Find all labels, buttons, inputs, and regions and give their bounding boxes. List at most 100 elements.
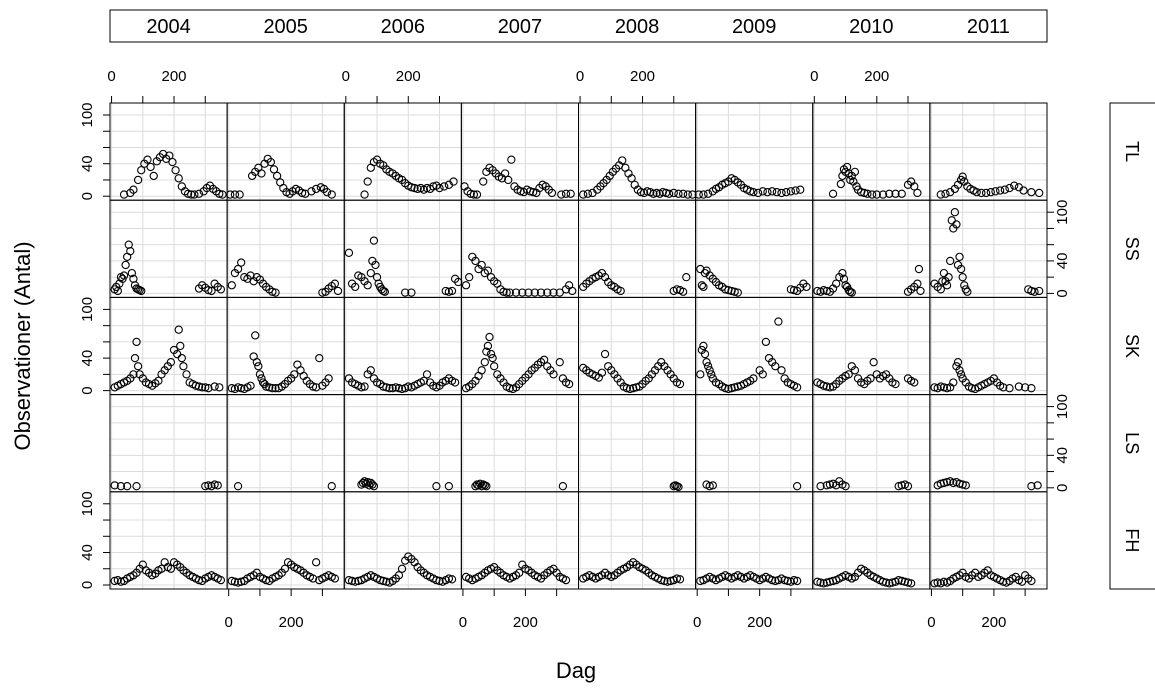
year-label: 2005 bbox=[263, 16, 308, 38]
x-tick-label: 200 bbox=[981, 614, 1006, 631]
data-point bbox=[479, 177, 488, 186]
data-point bbox=[942, 384, 952, 393]
data-point bbox=[360, 190, 369, 199]
data-point bbox=[237, 258, 246, 267]
data-point bbox=[597, 368, 607, 377]
data-point bbox=[474, 481, 483, 490]
data-point bbox=[953, 358, 963, 367]
panel-bg bbox=[812, 394, 930, 492]
panel-bg bbox=[344, 200, 462, 298]
data-point bbox=[1020, 383, 1030, 392]
data-point bbox=[657, 575, 666, 585]
data-point bbox=[910, 378, 919, 387]
panel-bg bbox=[110, 394, 228, 492]
plot-backgrounds bbox=[110, 103, 1047, 589]
data-point bbox=[947, 216, 956, 225]
panel-bg bbox=[695, 103, 813, 201]
data-point bbox=[958, 273, 967, 282]
data-point bbox=[477, 260, 486, 270]
data-point bbox=[782, 187, 791, 197]
data-point bbox=[936, 190, 945, 199]
data-point bbox=[204, 384, 213, 393]
data-point bbox=[121, 260, 130, 270]
data-point bbox=[351, 577, 360, 586]
data-point bbox=[825, 577, 835, 586]
data-point bbox=[949, 378, 958, 387]
group-label: LS bbox=[1122, 432, 1142, 454]
data-point bbox=[485, 332, 494, 342]
data-point bbox=[942, 477, 952, 487]
data-point bbox=[822, 382, 831, 391]
data-point bbox=[297, 188, 307, 198]
data-point bbox=[290, 370, 299, 379]
data-point bbox=[447, 575, 457, 584]
x-tick-label: 0 bbox=[810, 68, 818, 85]
data-point bbox=[699, 341, 708, 351]
data-point bbox=[123, 482, 132, 491]
x-tick-label: 0 bbox=[225, 614, 233, 631]
data-point bbox=[469, 190, 479, 199]
data-point bbox=[789, 575, 799, 585]
data-point bbox=[674, 189, 683, 198]
data-point bbox=[697, 281, 707, 290]
panel-bg bbox=[461, 103, 579, 201]
data-point bbox=[269, 165, 279, 174]
data-point bbox=[702, 358, 711, 367]
data-point bbox=[265, 383, 274, 392]
data-point bbox=[450, 378, 460, 387]
data-point bbox=[379, 382, 388, 391]
data-point bbox=[891, 379, 900, 389]
data-point bbox=[529, 187, 538, 197]
x-tick-label: 200 bbox=[630, 68, 655, 85]
group-label: TL bbox=[1122, 141, 1142, 162]
data-point bbox=[649, 189, 658, 198]
data-point bbox=[816, 482, 825, 491]
panel-frames bbox=[109, 102, 1048, 590]
data-point bbox=[936, 285, 945, 294]
data-point bbox=[1014, 382, 1024, 391]
data-point bbox=[368, 480, 377, 489]
data-point bbox=[322, 187, 332, 197]
panel-bg bbox=[929, 200, 1047, 298]
data-point bbox=[177, 353, 186, 363]
data-point bbox=[910, 182, 919, 191]
data-point bbox=[939, 383, 949, 392]
data-point bbox=[1000, 185, 1009, 194]
data-point bbox=[422, 183, 432, 193]
y-tick-label: 40 bbox=[79, 544, 96, 561]
data-point bbox=[956, 370, 966, 379]
data-point bbox=[360, 382, 369, 391]
data-point bbox=[705, 366, 714, 375]
data-point bbox=[658, 187, 667, 197]
data-point bbox=[863, 189, 872, 198]
data-point bbox=[1017, 577, 1027, 586]
data-point bbox=[568, 286, 577, 296]
data-point bbox=[774, 317, 783, 326]
data-point bbox=[958, 172, 967, 181]
data-point bbox=[696, 264, 705, 274]
data-point bbox=[1035, 286, 1044, 296]
data-point bbox=[850, 167, 860, 176]
data-point bbox=[1010, 181, 1019, 190]
panel-bg bbox=[578, 200, 696, 298]
x-tick-label: 0 bbox=[342, 68, 350, 85]
data-point bbox=[230, 577, 240, 586]
panel-frame bbox=[929, 491, 1048, 590]
data-point bbox=[382, 383, 391, 392]
panel-bg bbox=[227, 200, 345, 298]
data-point bbox=[555, 288, 564, 297]
data-point bbox=[891, 189, 900, 198]
data-point bbox=[388, 384, 397, 393]
data-point bbox=[137, 166, 146, 175]
data-point bbox=[168, 157, 177, 167]
panel-bg bbox=[578, 394, 696, 492]
data-point bbox=[955, 366, 964, 375]
data-point bbox=[363, 177, 372, 186]
panel-bg bbox=[227, 103, 345, 201]
data-point bbox=[618, 156, 627, 165]
data-point bbox=[116, 577, 126, 586]
data-point bbox=[272, 171, 282, 181]
data-point bbox=[216, 285, 226, 294]
data-point bbox=[721, 384, 730, 393]
data-point bbox=[561, 575, 571, 585]
